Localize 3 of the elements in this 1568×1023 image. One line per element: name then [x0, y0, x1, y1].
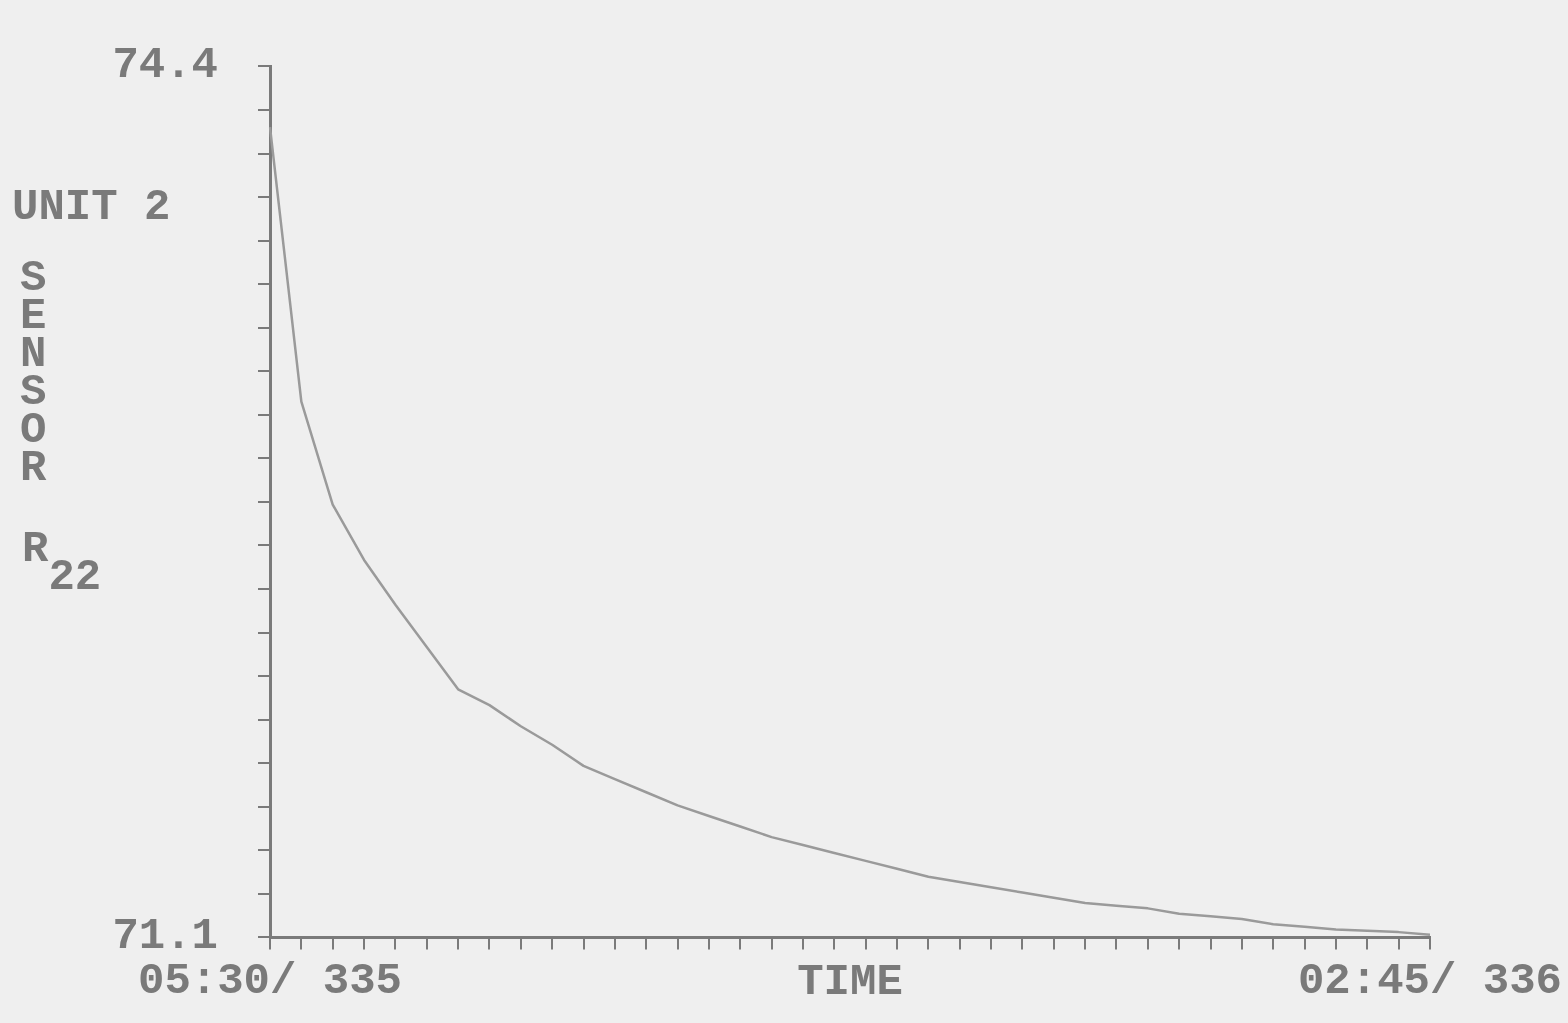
x-tick-label: 02:45/ 336	[1297, 955, 1562, 1006]
y-tick-label: 74.4	[112, 40, 218, 91]
x-axis-title: TIME	[797, 956, 903, 1007]
